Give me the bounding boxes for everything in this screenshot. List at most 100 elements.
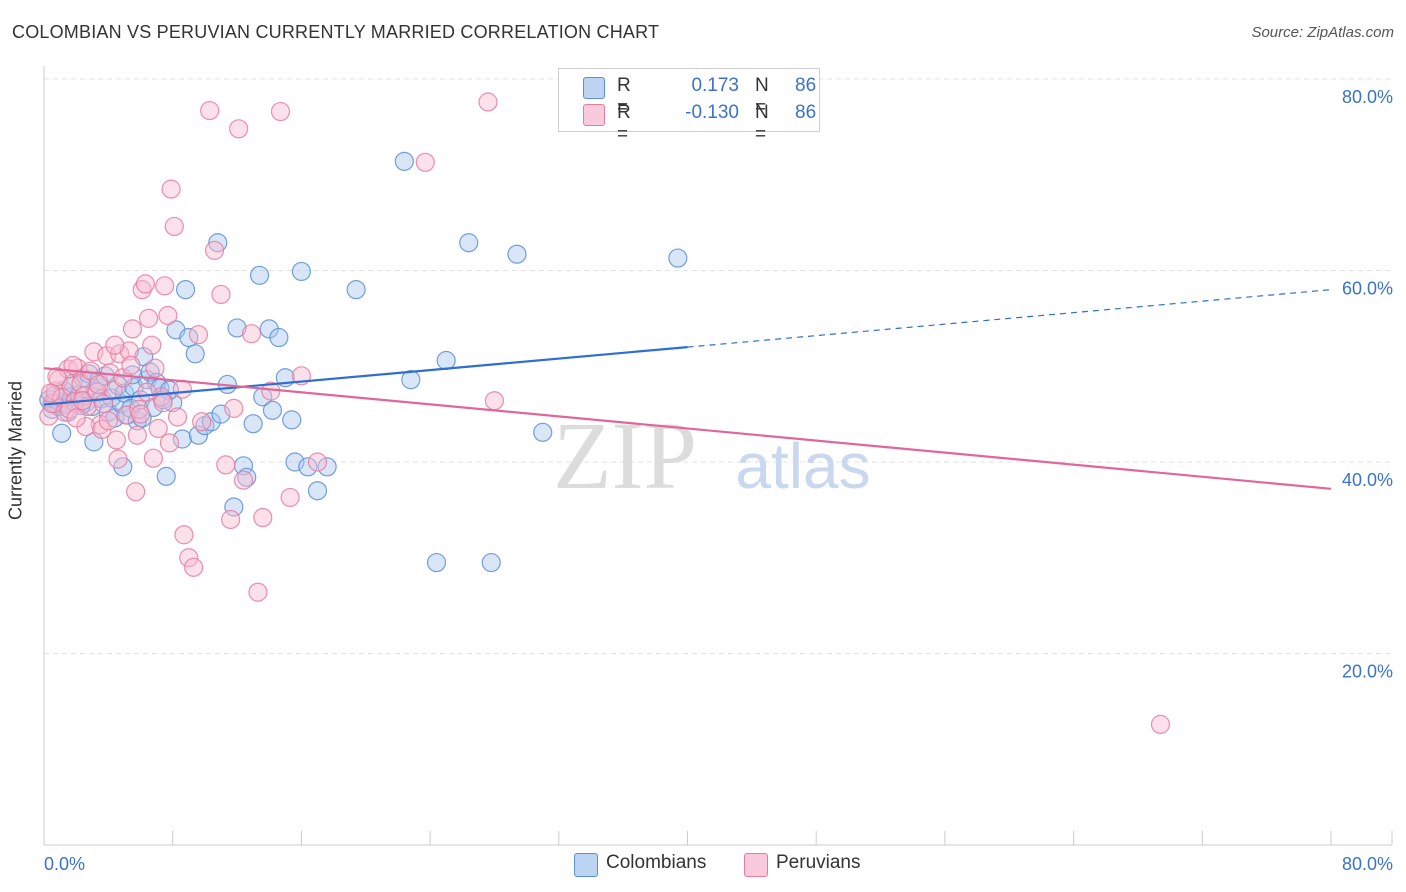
colombians-point bbox=[285, 452, 305, 472]
peruvians-point bbox=[98, 411, 118, 431]
colombians-point bbox=[249, 265, 270, 285]
peruvians-point bbox=[172, 379, 192, 399]
peruvians-legend-swatch bbox=[744, 853, 768, 877]
peruvians-point bbox=[143, 448, 163, 468]
peruvians-point bbox=[106, 430, 126, 450]
peruvians-point bbox=[307, 452, 328, 472]
colombians-point bbox=[156, 466, 176, 486]
y-tick-label: 80.0% bbox=[1342, 87, 1393, 107]
r-label: R = bbox=[617, 102, 631, 145]
peruvians-point bbox=[192, 412, 212, 432]
colombians-point bbox=[201, 412, 221, 432]
correlation-legend: R = 0.173 N = 86 R = -0.130 N = 86 bbox=[558, 68, 820, 145]
colombians-point bbox=[224, 497, 244, 517]
peruvians-point bbox=[253, 507, 273, 528]
peruvians-point bbox=[145, 358, 165, 378]
colombians-point bbox=[481, 552, 501, 573]
colombians-point bbox=[668, 248, 688, 268]
peruvians-point bbox=[204, 240, 225, 260]
y-tick-label: 40.0% bbox=[1342, 470, 1393, 490]
peruvians-point bbox=[229, 119, 249, 139]
colombians-point bbox=[401, 370, 421, 390]
colombians-point bbox=[436, 350, 456, 371]
peruvians-point bbox=[484, 391, 505, 411]
x-tick-label-max: 80.0% bbox=[1342, 854, 1393, 874]
peruvians-point bbox=[415, 152, 435, 172]
peruvians-point bbox=[130, 404, 151, 424]
peruvians-point bbox=[142, 335, 162, 355]
peruvians-point bbox=[105, 335, 125, 355]
peruvians-point bbox=[161, 179, 181, 199]
peruvians-swatch bbox=[583, 104, 605, 126]
peruvians-legend-label: Peruvians bbox=[776, 852, 861, 873]
colombians-swatch bbox=[583, 77, 605, 99]
peruvians-point bbox=[179, 548, 199, 568]
peruvians-point bbox=[153, 393, 173, 413]
peruvians-point bbox=[66, 408, 86, 428]
colombians-point bbox=[185, 344, 205, 364]
peruvians-point bbox=[132, 280, 152, 300]
peruvians-n-value: 86 bbox=[795, 102, 817, 123]
peruvians-r-value: -0.130 bbox=[685, 102, 739, 123]
colombians-point bbox=[533, 422, 553, 442]
peruvians-point bbox=[84, 342, 104, 362]
colombians-point bbox=[262, 400, 283, 420]
peruvians-point bbox=[216, 455, 236, 475]
colombians-point bbox=[317, 457, 337, 477]
peruvians-point bbox=[158, 305, 178, 326]
data-points bbox=[39, 92, 1171, 734]
colombians-point bbox=[237, 467, 257, 487]
n-label: N = bbox=[755, 102, 769, 145]
y-tick-label: 20.0% bbox=[1342, 662, 1393, 682]
trend-lines bbox=[43, 289, 1332, 490]
peruvians-trend-line bbox=[43, 367, 1332, 490]
peruvians-point bbox=[122, 319, 143, 339]
peruvians-point bbox=[211, 284, 231, 305]
axes bbox=[43, 66, 1393, 846]
peruvians-point bbox=[174, 525, 194, 545]
peruvians-point bbox=[155, 276, 175, 296]
peruvians-point bbox=[224, 398, 244, 418]
colombians-n-value: 86 bbox=[795, 75, 817, 96]
x-tick-label-min: 0.0% bbox=[44, 854, 85, 874]
colombians-point bbox=[307, 481, 328, 501]
peruvians-point bbox=[108, 449, 128, 469]
colombians-trend-line-dashed bbox=[687, 289, 1332, 348]
y-axis-title: Currently Married bbox=[5, 380, 26, 521]
peruvians-point bbox=[164, 216, 184, 237]
peruvians-point bbox=[200, 100, 220, 121]
colombians-legend-label: Colombians bbox=[606, 852, 707, 873]
peruvians-point bbox=[248, 582, 268, 602]
gridlines bbox=[44, 78, 1392, 654]
peruvians-point bbox=[1150, 714, 1171, 734]
n-label: N = bbox=[755, 75, 769, 118]
colombians-point bbox=[269, 327, 289, 348]
y-tick-label: 60.0% bbox=[1342, 279, 1393, 299]
colombians-point bbox=[426, 552, 447, 573]
peruvians-point bbox=[221, 509, 241, 530]
peruvians-point bbox=[478, 92, 498, 112]
peruvians-point bbox=[135, 274, 155, 294]
peruvians-point bbox=[47, 367, 67, 387]
colombians-point bbox=[282, 410, 302, 430]
colombians-legend-swatch bbox=[574, 853, 598, 877]
peruvians-point bbox=[241, 324, 262, 344]
peruvians-point bbox=[119, 341, 139, 361]
peruvians-point bbox=[184, 557, 204, 577]
r-label: R = bbox=[617, 75, 631, 118]
peruvians-point bbox=[137, 382, 157, 402]
colombians-point bbox=[507, 244, 527, 264]
colombians-point bbox=[172, 429, 192, 449]
peruvians-point bbox=[87, 382, 107, 402]
peruvians-point bbox=[39, 406, 59, 426]
colombians-r-value: 0.173 bbox=[691, 75, 739, 96]
watermark: ZIP atlas bbox=[553, 402, 871, 509]
colombians-point bbox=[175, 280, 196, 300]
source-label: Source: ZipAtlas.com bbox=[1251, 24, 1394, 41]
peruvians-point bbox=[138, 308, 159, 328]
colombians-point bbox=[459, 233, 479, 253]
watermark-atlas: atlas bbox=[735, 430, 870, 502]
peruvians-point bbox=[270, 101, 291, 122]
peruvians-point bbox=[127, 425, 147, 445]
